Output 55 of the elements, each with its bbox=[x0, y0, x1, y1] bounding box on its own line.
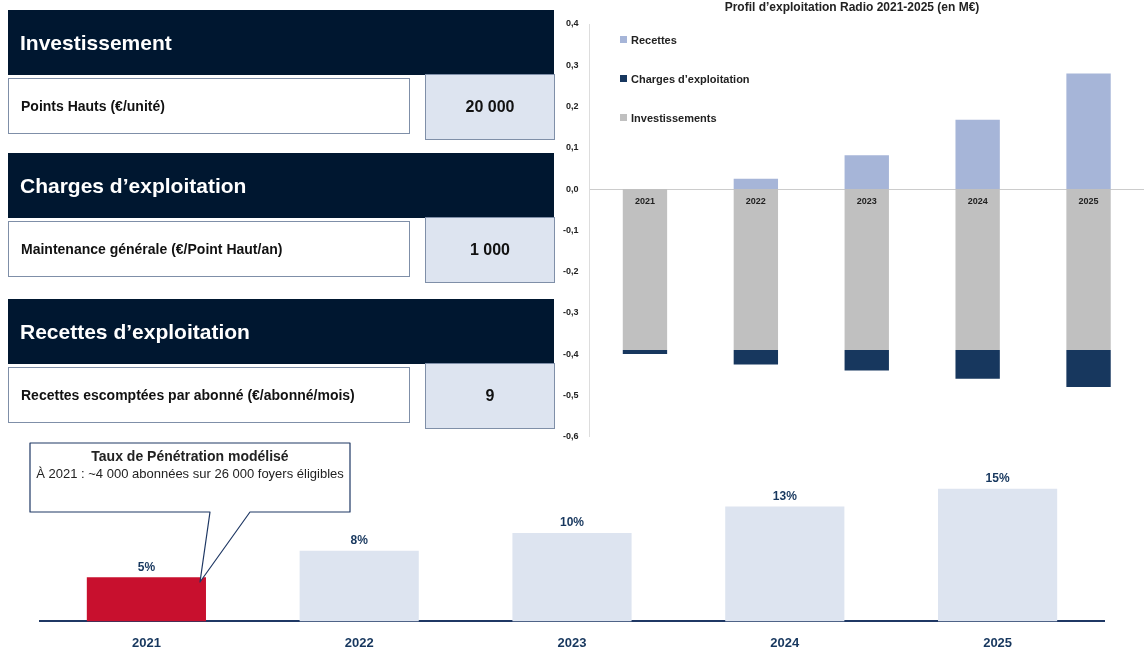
legend-label: Charges d’exploitation bbox=[631, 72, 750, 85]
bar bbox=[844, 349, 889, 371]
x-tick-label: 2021 bbox=[634, 196, 655, 207]
bar bbox=[725, 506, 845, 622]
bar bbox=[733, 178, 779, 190]
text: Investissement bbox=[8, 10, 554, 75]
y-tick-label: -0,1 bbox=[562, 224, 579, 235]
y-tick-label: -0,3 bbox=[562, 307, 579, 318]
bar bbox=[955, 349, 1000, 379]
y-tick-label: 0,0 bbox=[565, 183, 579, 194]
bar bbox=[86, 577, 206, 622]
text: 1 000 bbox=[425, 217, 555, 283]
text: 9 bbox=[425, 363, 555, 429]
legend-label: Recettes bbox=[631, 33, 677, 46]
bar bbox=[622, 349, 668, 355]
data-label: 13% bbox=[772, 488, 798, 503]
data-label: 15% bbox=[985, 471, 1010, 486]
legend-label: Investissements bbox=[631, 111, 717, 124]
chart-title: Profil d’exploitation Radio 2021-2025 (en M€) bbox=[723, 0, 981, 14]
x-tick-label: 2023 bbox=[856, 196, 877, 207]
bar bbox=[938, 488, 1058, 622]
x-tick-label: 2021 bbox=[131, 634, 161, 650]
x-tick-label: 2024 bbox=[770, 634, 801, 650]
y-tick-label: -0,4 bbox=[562, 348, 579, 359]
bar bbox=[1066, 349, 1111, 388]
text: Maintenance générale (€/Point Haut/an) bbox=[8, 221, 410, 277]
x-tick-label: 2025 bbox=[983, 634, 1013, 650]
text: Recettes escomptées par abonné (€/abonné/mois) bbox=[8, 367, 410, 423]
text: Taux de Pénétration modélisé bbox=[90, 448, 290, 465]
bar bbox=[733, 349, 779, 365]
text: Charges d’exploitation bbox=[8, 153, 554, 218]
y-tick-label: 0,3 bbox=[565, 59, 579, 70]
x-tick-label: 2024 bbox=[967, 196, 988, 207]
y-tick-label: 0,1 bbox=[565, 142, 579, 153]
bar bbox=[844, 155, 889, 190]
y-tick-label: 0,2 bbox=[565, 101, 579, 111]
data-label: 5% bbox=[137, 559, 156, 574]
y-tick-label: -0,5 bbox=[562, 389, 579, 400]
x-tick-label: 2025 bbox=[1078, 196, 1099, 207]
text: 20 000 bbox=[425, 74, 555, 140]
text: Points Hauts (€/unité) bbox=[8, 78, 410, 134]
y-tick-label: -0,2 bbox=[562, 266, 579, 277]
bar bbox=[1066, 73, 1111, 190]
y-tick-label: 0,4 bbox=[565, 18, 579, 29]
text: Recettes d’exploitation bbox=[8, 299, 554, 364]
bar bbox=[299, 550, 419, 622]
bar bbox=[955, 119, 1000, 190]
y-tick-label: -0,6 bbox=[562, 431, 579, 442]
data-label: 8% bbox=[350, 533, 369, 548]
text: À 2021 : ~4 000 abonnées sur 26 000 foyers éligibles bbox=[35, 465, 345, 482]
data-label: 10% bbox=[559, 515, 585, 530]
x-tick-label: 2022 bbox=[745, 196, 766, 207]
x-tick-label: 2022 bbox=[344, 634, 374, 650]
x-tick-label: 2023 bbox=[557, 634, 587, 650]
bar bbox=[512, 533, 632, 622]
